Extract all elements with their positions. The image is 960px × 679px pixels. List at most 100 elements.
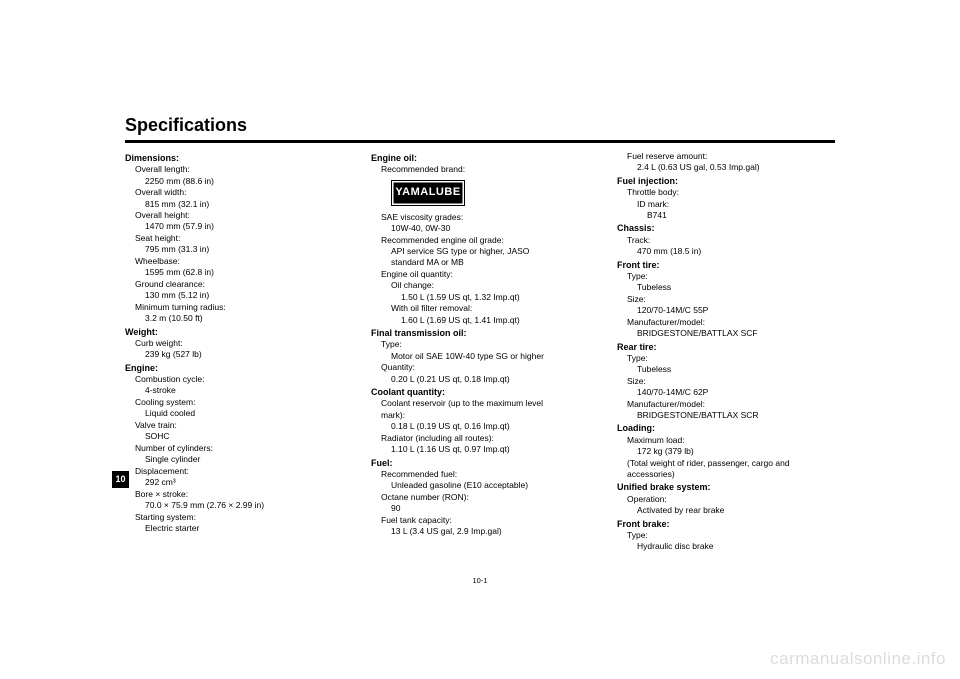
label: Bore × stroke: bbox=[125, 489, 343, 500]
value: 140/70-14M/C 62P bbox=[617, 387, 835, 398]
title-bar: Specifications bbox=[125, 115, 835, 143]
value: 1595 mm (62.8 in) bbox=[125, 267, 343, 278]
label: Fuel reserve amount: bbox=[617, 151, 835, 162]
value: 239 kg (527 lb) bbox=[125, 349, 343, 360]
value: 292 cm³ bbox=[125, 477, 343, 488]
label: Overall length: bbox=[125, 164, 343, 175]
label: Valve train: bbox=[125, 420, 343, 431]
label: Size: bbox=[617, 294, 835, 305]
label: Number of cylinders: bbox=[125, 443, 343, 454]
value: B741 bbox=[617, 210, 835, 221]
value: 172 kg (379 lb) bbox=[617, 446, 835, 457]
value: 2250 mm (88.6 in) bbox=[125, 176, 343, 187]
value: 10W-40, 0W-30 bbox=[371, 223, 589, 234]
value: 0.18 L (0.19 US qt, 0.16 Imp.qt) bbox=[371, 421, 589, 432]
value: Tubeless bbox=[617, 282, 835, 293]
value: BRIDGESTONE/BATTLAX SCR bbox=[617, 410, 835, 421]
heading: Weight: bbox=[125, 326, 343, 338]
value: 90 bbox=[371, 503, 589, 514]
label: Track: bbox=[617, 235, 835, 246]
watermark: carmanualsonline.info bbox=[770, 649, 946, 669]
label: Cooling system: bbox=[125, 397, 343, 408]
heading: Front brake: bbox=[617, 518, 835, 530]
label: Starting system: bbox=[125, 512, 343, 523]
label: Type: bbox=[617, 271, 835, 282]
page-title: Specifications bbox=[125, 115, 835, 136]
column-3: Fuel reserve amount: 2.4 L (0.63 US gal,… bbox=[617, 151, 835, 553]
value: Single cylinder bbox=[125, 454, 343, 465]
label: Fuel tank capacity: bbox=[371, 515, 589, 526]
label: Operation: bbox=[617, 494, 835, 505]
label: Throttle body: bbox=[617, 187, 835, 198]
label: Size: bbox=[617, 376, 835, 387]
value: 2.4 L (0.63 US gal, 0.53 Imp.gal) bbox=[617, 162, 835, 173]
label: Manufacturer/model: bbox=[617, 317, 835, 328]
value: 3.2 m (10.50 ft) bbox=[125, 313, 343, 324]
value: 4-stroke bbox=[125, 385, 343, 396]
heading: Loading: bbox=[617, 422, 835, 434]
heading: Fuel injection: bbox=[617, 175, 835, 187]
heading: Fuel: bbox=[371, 457, 589, 469]
brand-logo-wrap: YAMALUBE bbox=[371, 180, 589, 206]
value: standard MA or MB bbox=[371, 257, 589, 268]
page-number: 10-1 bbox=[0, 576, 960, 585]
heading: Coolant quantity: bbox=[371, 386, 589, 398]
label: SAE viscosity grades: bbox=[371, 212, 589, 223]
heading: Engine oil: bbox=[371, 152, 589, 164]
label: Recommended engine oil grade: bbox=[371, 235, 589, 246]
label: Ground clearance: bbox=[125, 279, 343, 290]
value: 120/70-14M/C 55P bbox=[617, 305, 835, 316]
label: Manufacturer/model: bbox=[617, 399, 835, 410]
label: Maximum load: bbox=[617, 435, 835, 446]
label: Type: bbox=[371, 339, 589, 350]
label: Wheelbase: bbox=[125, 256, 343, 267]
note: (Total weight of rider, passenger, cargo… bbox=[617, 458, 835, 469]
value: Unleaded gasoline (E10 acceptable) bbox=[371, 480, 589, 491]
value: Tubeless bbox=[617, 364, 835, 375]
label: Quantity: bbox=[371, 362, 589, 373]
label: Seat height: bbox=[125, 233, 343, 244]
heading: Front tire: bbox=[617, 259, 835, 271]
note: accessories) bbox=[617, 469, 835, 480]
value: 795 mm (31.3 in) bbox=[125, 244, 343, 255]
value: 1.60 L (1.69 US qt, 1.41 Imp.qt) bbox=[371, 315, 589, 326]
label: Radiator (including all routes): bbox=[371, 433, 589, 444]
value: Electric starter bbox=[125, 523, 343, 534]
label: Minimum turning radius: bbox=[125, 302, 343, 313]
value: 13 L (3.4 US gal, 2.9 Imp.gal) bbox=[371, 526, 589, 537]
column-2: Engine oil: Recommended brand: YAMALUBE … bbox=[371, 151, 589, 553]
label: Overall width: bbox=[125, 187, 343, 198]
page-content: Specifications Dimensions: Overall lengt… bbox=[125, 115, 835, 553]
label: Recommended brand: bbox=[371, 164, 589, 175]
columns: Dimensions: Overall length: 2250 mm (88.… bbox=[125, 151, 835, 553]
value: 130 mm (5.12 in) bbox=[125, 290, 343, 301]
label: Oil change: bbox=[371, 280, 589, 291]
label: Type: bbox=[617, 530, 835, 541]
heading: Final transmission oil: bbox=[371, 327, 589, 339]
value: 470 mm (18.5 in) bbox=[617, 246, 835, 257]
value: Motor oil SAE 10W-40 type SG or higher bbox=[371, 351, 589, 362]
value: 1.10 L (1.16 US qt, 0.97 Imp.qt) bbox=[371, 444, 589, 455]
heading: Chassis: bbox=[617, 222, 835, 234]
value: Hydraulic disc brake bbox=[617, 541, 835, 552]
value: 70.0 × 75.9 mm (2.76 × 2.99 in) bbox=[125, 500, 343, 511]
value: 1470 mm (57.9 in) bbox=[125, 221, 343, 232]
label: Type: bbox=[617, 353, 835, 364]
value: 0.20 L (0.21 US qt, 0.18 Imp.qt) bbox=[371, 374, 589, 385]
heading: Rear tire: bbox=[617, 341, 835, 353]
label: With oil filter removal: bbox=[371, 303, 589, 314]
label: Displacement: bbox=[125, 466, 343, 477]
label: Combustion cycle: bbox=[125, 374, 343, 385]
heading: Dimensions: bbox=[125, 152, 343, 164]
value: SOHC bbox=[125, 431, 343, 442]
label: Coolant reservoir (up to the maximum lev… bbox=[371, 398, 589, 409]
logo-text: YAMALUBE bbox=[395, 185, 460, 200]
label: ID mark: bbox=[617, 199, 835, 210]
value: BRIDGESTONE/BATTLAX SCF bbox=[617, 328, 835, 339]
label: Octane number (RON): bbox=[371, 492, 589, 503]
yamalube-logo: YAMALUBE bbox=[391, 180, 465, 206]
label: Overall height: bbox=[125, 210, 343, 221]
heading: Engine: bbox=[125, 362, 343, 374]
column-1: Dimensions: Overall length: 2250 mm (88.… bbox=[125, 151, 343, 553]
value: API service SG type or higher, JASO bbox=[371, 246, 589, 257]
